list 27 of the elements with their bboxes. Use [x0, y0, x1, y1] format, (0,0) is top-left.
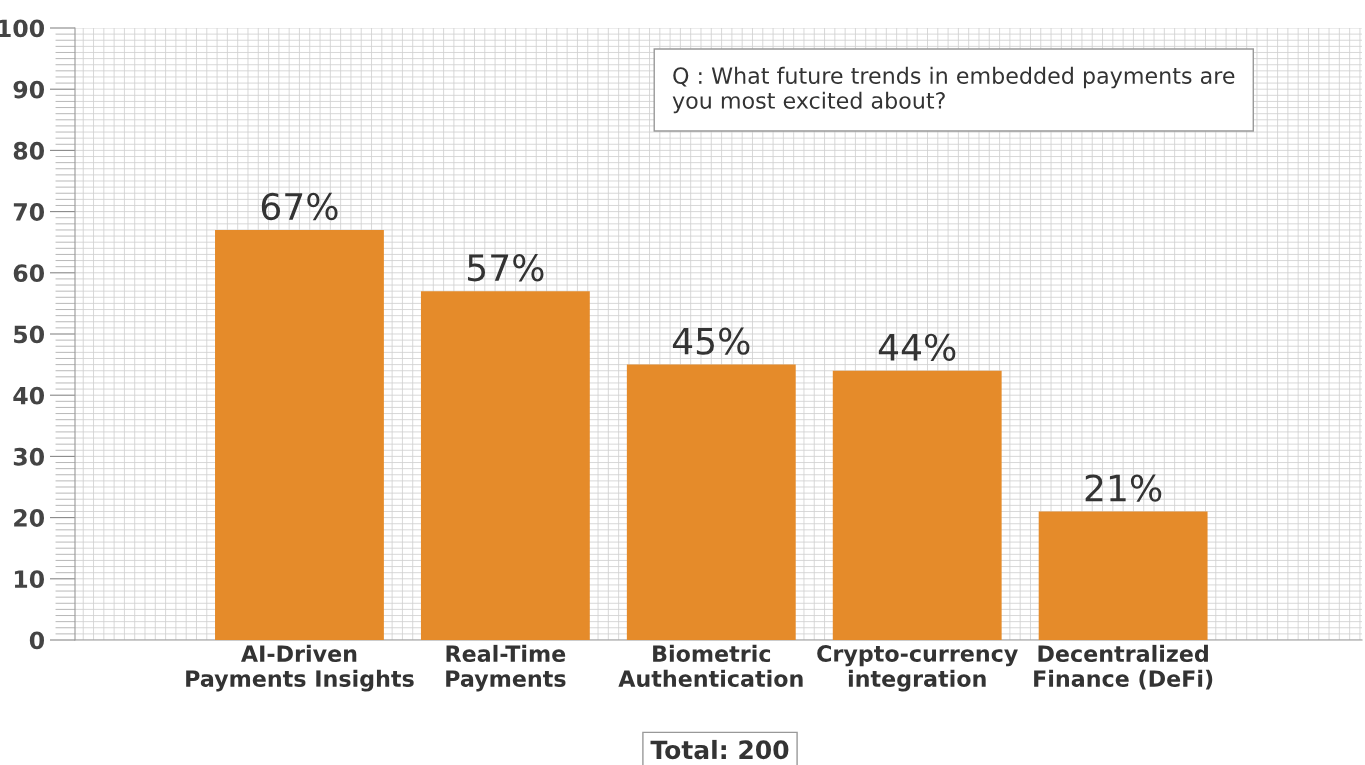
y-tick-label: 40	[13, 386, 45, 405]
y-tick-label: 20	[14, 509, 45, 527]
bar	[215, 229, 384, 640]
bar	[626, 364, 796, 640]
text: Total: 200	[650, 739, 789, 760]
data-label: 44%	[878, 333, 956, 361]
x-tick-label: Real-Time Payments	[446, 644, 566, 692]
bar	[1038, 511, 1208, 640]
data-label: 57%	[468, 254, 544, 282]
data-label: 21%	[1085, 474, 1162, 502]
y-tick-label: 50	[14, 325, 45, 344]
data-label: 45%	[672, 327, 750, 355]
y-tick-label: 10	[14, 570, 45, 589]
bar	[832, 370, 1002, 640]
y-tick-label: 0	[29, 631, 45, 650]
y-tick-label: 70	[13, 203, 45, 221]
x-tick-label: AI-Driven Payments Insights	[186, 644, 414, 692]
y-tick-label: 60	[13, 264, 45, 283]
data-label: 67%	[261, 192, 338, 221]
annotation: Q : What future trends in embedded payments are you most excited about?	[672, 66, 1235, 114]
bar	[420, 291, 590, 640]
y-tick-label: 90	[13, 80, 45, 99]
y-tick-label: 80	[13, 141, 45, 160]
x-tick-label: Decentralized Finance (DeFi)	[1034, 644, 1213, 690]
y-tick-label: 30	[13, 447, 45, 466]
x-tick-label: Biometric Authentication	[618, 644, 803, 687]
x-tick-label: Crypto-currency integration	[817, 645, 1018, 692]
